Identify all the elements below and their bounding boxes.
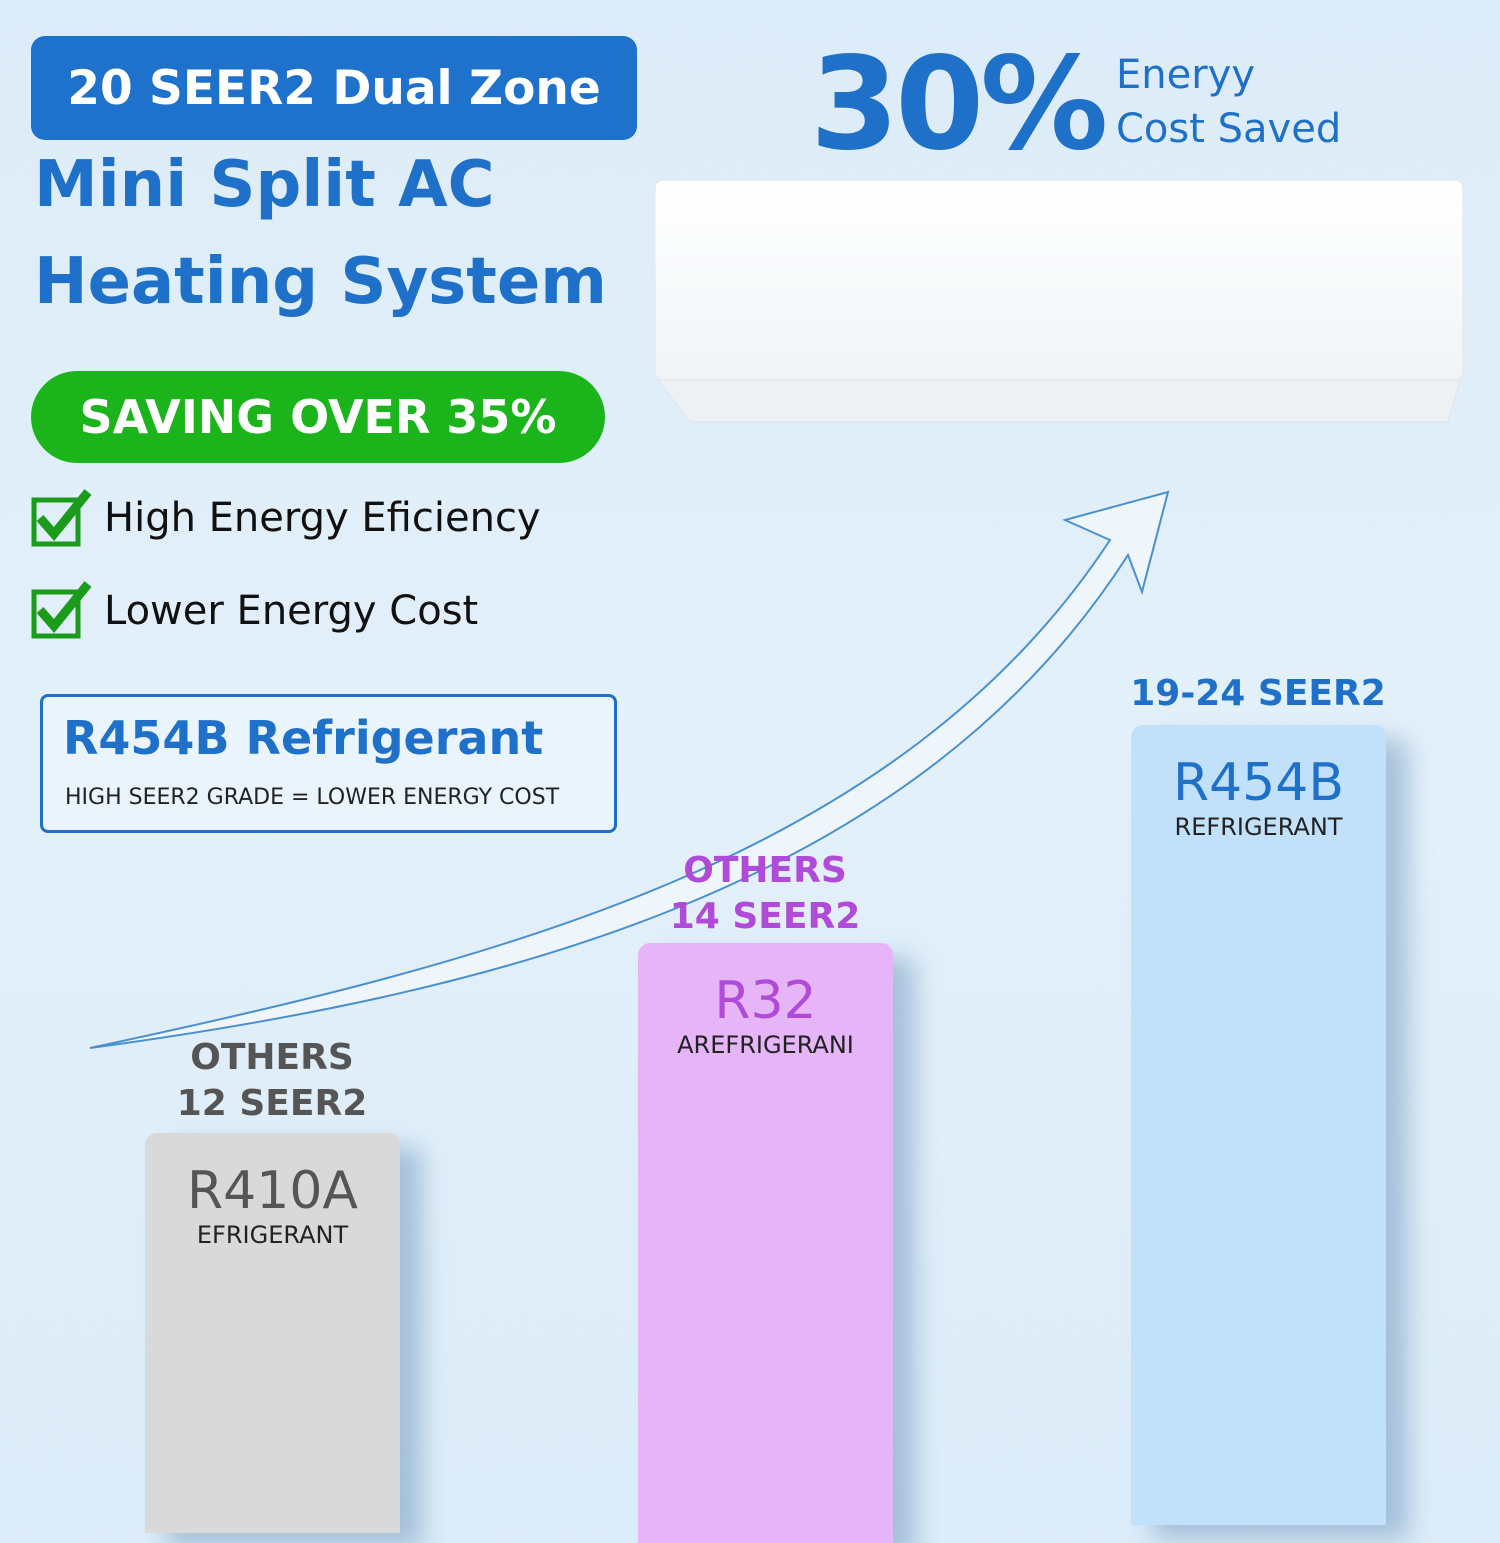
feature: High Energy Eficiency	[104, 495, 541, 541]
ac-unit	[654, 179, 1464, 423]
badge: 20 SEER2 Dual Zone	[31, 36, 637, 140]
feature: Lower Energy Cost	[104, 588, 479, 634]
column-sub: EFRIGERANT	[196, 1221, 349, 1249]
label-line: OTHERS	[190, 1037, 354, 1078]
title-line: Heating System	[34, 245, 607, 319]
check-icon	[31, 581, 92, 639]
percent: 30%	[810, 30, 1108, 179]
column-name: R410A	[187, 1161, 358, 1221]
column-bar: R32 AREFRIGERANI	[638, 943, 893, 1543]
check-icon	[31, 489, 92, 547]
column-bar: R454B REFRIGERANT	[1131, 725, 1386, 1525]
column-label: OTHERS 14 SEER2	[615, 848, 915, 940]
column-sub: REFRIGERANT	[1174, 813, 1343, 841]
savings-line: Cost Saved	[1116, 106, 1342, 152]
column-sub: AREFRIGERANI	[677, 1031, 854, 1059]
box-title: R454B Refrigerant	[63, 711, 544, 765]
column-name: R454B	[1172, 753, 1345, 813]
box-subtitle: HIGH SEER2 GRADE = LOWER ENERGY COST	[65, 785, 560, 810]
column-label: OTHERS 12 SEER2	[122, 1035, 422, 1127]
label-line: 19-24 SEER2	[1130, 673, 1386, 714]
arrow	[89, 490, 1170, 1049]
savings-line: Eneryy	[1116, 52, 1256, 98]
column-label: 19-24 SEER2	[1108, 671, 1408, 717]
refrigerant-box: R454B Refrigerant HIGH SEER2 GRADE = LOW…	[40, 694, 617, 833]
label-line: OTHERS	[683, 850, 847, 891]
title-line: Mini Split AC	[34, 148, 495, 222]
label-line: 12 SEER2	[176, 1083, 368, 1124]
column-bar: R410A EFRIGERANT	[145, 1133, 400, 1533]
saving-badge: SAVING OVER 35%	[31, 371, 605, 463]
label-line: 14 SEER2	[669, 896, 861, 937]
column-name: R32	[714, 971, 817, 1031]
